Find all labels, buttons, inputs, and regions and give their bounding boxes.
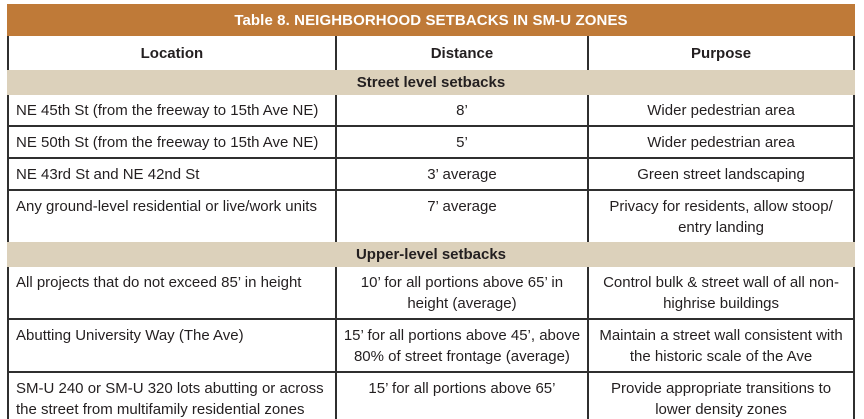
table-cell-location: Any ground-level residential or live/wor… [16,198,317,215]
column-header-location: Location [140,45,204,62]
table-row: Any ground-level residential or live/wor… [7,189,855,242]
table-cell-purpose: Provide appropriate transitions to lower… [587,373,853,419]
table-row: SM-U 240 or SM-U 320 lots abutting or ac… [7,371,855,419]
setbacks-table: Table 8. NEIGHBORHOOD SETBACKS IN SM-U Z… [7,4,855,419]
table-cell-purpose: Maintain a street wall consistent with t… [587,320,853,371]
table-cell-distance: 5’ [334,127,587,157]
table-cell-distance: 15’ for all portions above 65’ [334,373,587,419]
column-header-purpose: Purpose [587,36,853,70]
table-cell-purpose: Control bulk & street wall of all non-hi… [587,267,853,318]
table-cell-purpose: Wider pedestrian area [587,127,853,157]
table-cell-distance: 8’ [334,95,587,125]
table-cell-location: All projects that do not exceed 85’ in h… [16,274,302,291]
table-cell-purpose: Green street landscaping [587,159,853,189]
table-row: NE 45th St (from the freeway to 15th Ave… [7,95,855,125]
column-header-distance: Distance [334,36,587,70]
table-row: NE 43rd St and NE 42nd St 3’ average Green… [7,157,855,189]
column-header-row: Location Distance Purpose [7,36,855,70]
table-cell-location: NE 45th St (from the freeway to 15th Ave… [16,102,319,119]
table-cell-distance: 10’ for all portions above 65’ in height… [334,267,587,318]
section-header-row: Street level setbacks [7,70,855,95]
table-cell-distance: 3’ average [334,159,587,189]
table-cell-purpose: Wider pedestrian area [587,95,853,125]
table-body: Street level setbacks NE 45th St (from th… [7,70,855,419]
table-cell-purpose: Privacy for residents, allow stoop/ entr… [587,191,853,242]
table-cell-distance: 15’ for all portions above 45’, above 80… [334,320,587,371]
table-row: All projects that do not exceed 85’ in h… [7,267,855,318]
table-title: Table 8. NEIGHBORHOOD SETBACKS IN SM-U Z… [7,4,855,36]
section-header-row: Upper-level setbacks [7,242,855,267]
table-cell-location: NE 43rd St and NE 42nd St [16,166,200,183]
table-cell-distance: 7’ average [334,191,587,242]
table-cell-location: SM-U 240 or SM-U 320 lots abutting or ac… [16,380,324,418]
table-cell-location: NE 50th St (from the freeway to 15th Ave… [16,134,319,151]
table-row: Abutting University Way (The Ave) 15’ for… [7,318,855,371]
table-cell-location: Abutting University Way (The Ave) [16,327,244,344]
table-row: NE 50th St (from the freeway to 15th Ave… [7,125,855,157]
